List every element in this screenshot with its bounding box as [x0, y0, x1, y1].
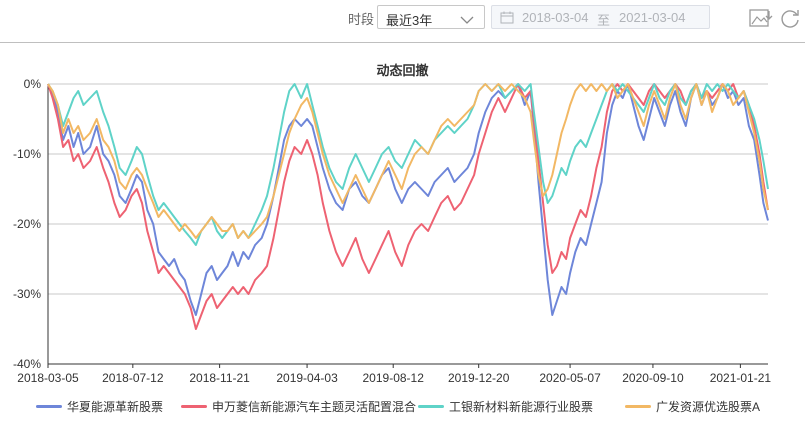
calendar-icon: [500, 11, 514, 29]
series-line-2: [47, 83, 769, 330]
x-tick-label: 2020-05-07: [539, 371, 601, 385]
legend-label: 广发资源优选股票A: [656, 400, 761, 414]
date-start: 2018-03-04: [522, 10, 589, 25]
legend-swatch: [181, 405, 207, 408]
x-tick-label: 2019-12-20: [448, 371, 510, 385]
x-tick-label: 2019-08-12: [363, 371, 425, 385]
chevron-down-icon: [460, 12, 474, 30]
y-tick-label: 0%: [24, 77, 42, 91]
x-tick-label: 2018-11-21: [189, 371, 250, 385]
y-tick-label: -10%: [13, 147, 41, 161]
x-tick-label: 2018-03-05: [17, 371, 79, 385]
refresh-icon[interactable]: [777, 5, 803, 31]
x-tick-label: 2021-01-21: [710, 371, 772, 385]
date-separator: 至: [597, 13, 611, 28]
legend-label: 工银新材料新能源行业股票: [449, 400, 594, 414]
series-line-1: [47, 83, 769, 316]
legend: 华夏能源革新股票 申万菱信新能源汽车主题灵活配置混合 工银新材料新能源行业股票 广发资…: [0, 396, 805, 418]
date-range-picker[interactable]: 2018-03-04 至 2021-03-04: [491, 5, 710, 29]
period-label: 时段: [348, 12, 375, 27]
period-select[interactable]: 最近3年: [377, 5, 485, 29]
legend-swatch: [418, 405, 444, 408]
period-select-value: 最近3年: [386, 13, 433, 28]
x-tick-label: 2018-07-12: [102, 371, 164, 385]
y-tick-label: -40%: [13, 357, 41, 371]
y-tick-label: -30%: [13, 287, 41, 301]
legend-swatch: [625, 405, 651, 408]
x-tick-label: 2020-09-10: [622, 371, 684, 385]
legend-label: 华夏能源革新股票: [67, 400, 164, 414]
y-tick-label: -20%: [13, 217, 41, 231]
series-line-4: [47, 83, 769, 239]
toolbar: 时段 最近3年 2018-03-04 至 2021-03-04: [0, 0, 805, 43]
date-end: 2021-03-04: [619, 10, 686, 25]
series-line-3: [47, 83, 769, 246]
image-download-icon[interactable]: [748, 5, 774, 31]
legend-swatch: [36, 405, 62, 408]
x-tick-label: 2019-04-03: [276, 371, 338, 385]
legend-label: 申万菱信新能源汽车主题灵活配置混合: [212, 400, 417, 414]
chart-title: 动态回撤: [376, 63, 429, 78]
